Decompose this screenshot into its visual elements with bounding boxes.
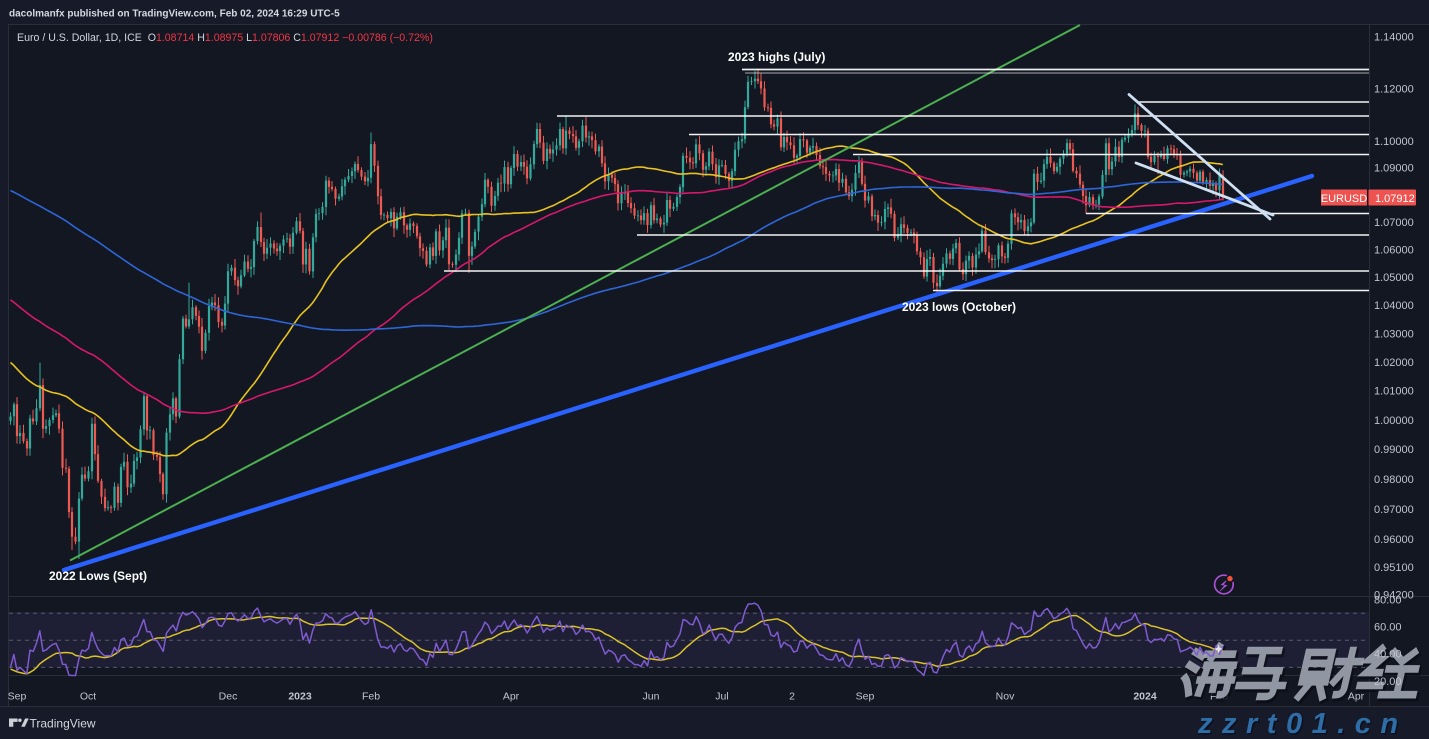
svg-text:0.94200: 0.94200 <box>1374 590 1414 602</box>
svg-text:1.06000: 1.06000 <box>1374 244 1414 256</box>
svg-text:2023 highs (July): 2023 highs (July) <box>728 50 825 64</box>
svg-text:dacolmanfx published on Tradin: dacolmanfx published on TradingView.com,… <box>9 9 340 20</box>
svg-text:2023: 2023 <box>288 691 312 703</box>
svg-text:60.00: 60.00 <box>1374 622 1402 634</box>
svg-text:2024: 2024 <box>1133 691 1157 703</box>
svg-text:80.00: 80.00 <box>1374 595 1402 607</box>
svg-text:1.07000: 1.07000 <box>1374 217 1414 229</box>
svg-text:Apr: Apr <box>503 691 520 703</box>
svg-text:1.01000: 1.01000 <box>1374 386 1414 398</box>
svg-text:Oct: Oct <box>80 691 96 703</box>
svg-text:0.98000: 0.98000 <box>1374 474 1414 486</box>
svg-text:0.95100: 0.95100 <box>1374 562 1414 574</box>
svg-text:40.00: 40.00 <box>1374 649 1402 661</box>
svg-text:Nov: Nov <box>996 691 1015 703</box>
svg-text:1.00000: 1.00000 <box>1374 415 1414 427</box>
svg-text:TradingView: TradingView <box>30 717 96 731</box>
svg-text:1.04000: 1.04000 <box>1374 300 1414 312</box>
svg-text:Sep: Sep <box>8 691 27 703</box>
svg-text:2022 Lows (Sept): 2022 Lows (Sept) <box>49 569 147 583</box>
svg-text:0.99000: 0.99000 <box>1374 444 1414 456</box>
svg-text:Sep: Sep <box>856 691 875 703</box>
svg-text:0.96000: 0.96000 <box>1374 534 1414 546</box>
svg-text:1.05000: 1.05000 <box>1374 272 1414 284</box>
svg-text:1.12000: 1.12000 <box>1374 83 1414 95</box>
svg-text:2023 lows (October): 2023 lows (October) <box>902 300 1016 314</box>
svg-text:1.07912: 1.07912 <box>1375 193 1415 205</box>
svg-text:1.14000: 1.14000 <box>1374 32 1414 44</box>
svg-text:Euro / U.S. Dollar, 1D, ICE O: Euro / U.S. Dollar, 1D, ICE O1.08714 H1.… <box>17 32 433 44</box>
svg-text:Feb: Feb <box>362 691 380 703</box>
svg-text:1.03000: 1.03000 <box>1374 328 1414 340</box>
svg-text:EURUSD: EURUSD <box>1321 193 1368 205</box>
svg-text:Apr: Apr <box>1348 691 1365 703</box>
svg-text:Jun: Jun <box>643 691 660 703</box>
svg-text:1.09000: 1.09000 <box>1374 163 1414 175</box>
svg-text:Dec: Dec <box>219 691 238 703</box>
svg-text:zzrt01.cn: zzrt01.cn <box>1199 710 1410 739</box>
svg-text:2: 2 <box>789 691 795 703</box>
svg-text:20.00: 20.00 <box>1374 676 1402 688</box>
svg-text:0.97000: 0.97000 <box>1374 504 1414 516</box>
svg-text:zzrt01.cn: zzrt01.cn <box>1197 708 1408 739</box>
svg-text:1.10000: 1.10000 <box>1374 136 1414 148</box>
svg-text:1.02000: 1.02000 <box>1374 357 1414 369</box>
svg-text:Jul: Jul <box>715 691 728 703</box>
